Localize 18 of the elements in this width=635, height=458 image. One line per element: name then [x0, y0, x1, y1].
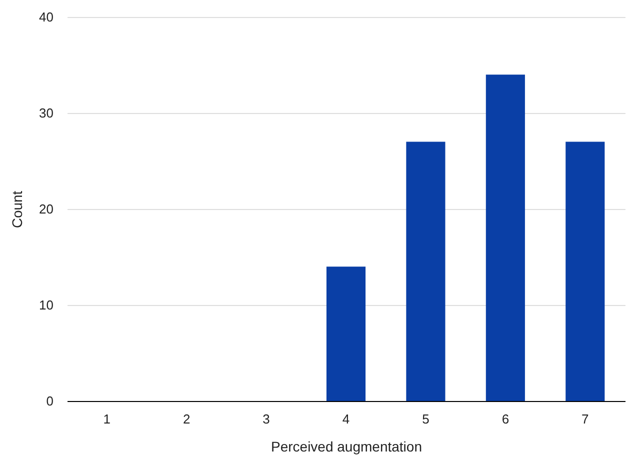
- y-tick-label: 10: [39, 298, 54, 312]
- y-tick-label: 0: [46, 394, 54, 408]
- bar: [486, 74, 525, 401]
- y-tick-label: 40: [39, 10, 54, 24]
- y-axis-title: Count: [9, 190, 26, 228]
- x-tick-label: 3: [262, 412, 270, 426]
- y-tick-label: 30: [39, 106, 54, 120]
- y-tick-label: 20: [39, 202, 54, 216]
- x-tick-label: 6: [502, 412, 510, 426]
- bar: [566, 142, 605, 401]
- x-axis-title: Perceived augmentation: [271, 438, 422, 454]
- x-tick-label: 7: [582, 412, 589, 426]
- bar: [326, 266, 366, 401]
- x-tick-label: 5: [422, 412, 430, 426]
- x-tick-label: 4: [342, 412, 350, 426]
- x-tick-label: 2: [182, 412, 190, 426]
- x-tick-label: 1: [103, 412, 110, 426]
- bar: [406, 142, 446, 401]
